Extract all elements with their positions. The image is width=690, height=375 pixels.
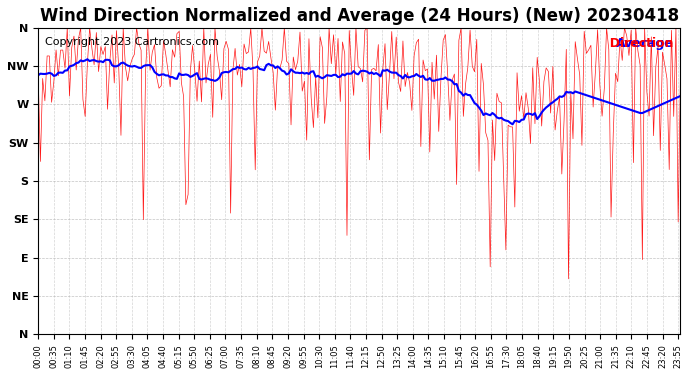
- Text: Direction: Direction: [566, 37, 674, 50]
- Title: Wind Direction Normalized and Average (24 Hours) (New) 20230418: Wind Direction Normalized and Average (2…: [40, 7, 679, 25]
- Text: Average: Average: [616, 37, 674, 50]
- Text: Copyright 2023 Cartronics.com: Copyright 2023 Cartronics.com: [45, 37, 219, 47]
